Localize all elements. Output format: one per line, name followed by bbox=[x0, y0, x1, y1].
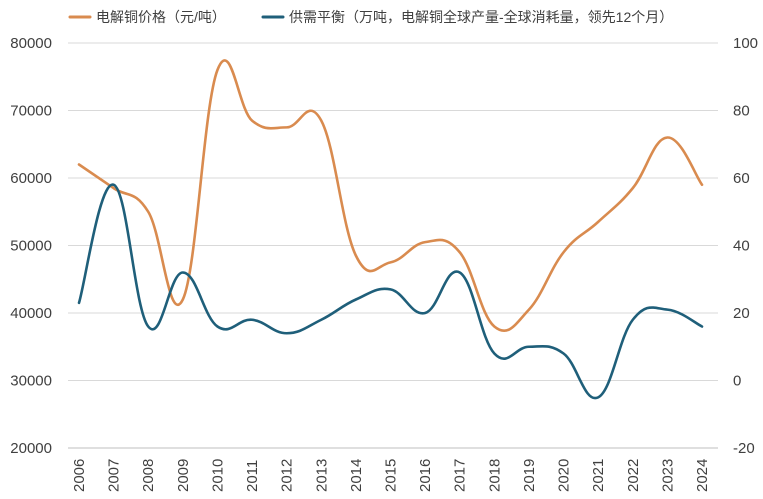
copper-price-point bbox=[355, 254, 357, 256]
copper-price-point bbox=[389, 261, 391, 263]
copper-price-point bbox=[528, 308, 530, 310]
copper-price-point bbox=[78, 163, 80, 165]
y-left-tick-label: 50000 bbox=[10, 238, 52, 255]
supply-demand-point bbox=[632, 319, 634, 321]
copper-price-point bbox=[666, 136, 668, 138]
x-tick-label: 2008 bbox=[140, 459, 157, 492]
supply-demand-point bbox=[182, 271, 184, 273]
supply-demand-point bbox=[78, 302, 80, 304]
copper-price-point bbox=[424, 241, 426, 243]
copper-price-point bbox=[459, 251, 461, 253]
copper-price-point bbox=[285, 126, 287, 128]
supply-demand-point bbox=[112, 184, 114, 186]
legend: 电解铜价格（元/吨） 供需平衡（万吨，电解铜全球产量-全球消耗量，领先12个月） bbox=[68, 9, 673, 25]
x-tick-label: 2020 bbox=[556, 459, 573, 492]
supply-demand-point bbox=[389, 288, 391, 290]
y-right-tick-label: -20 bbox=[733, 440, 755, 457]
copper-price-point bbox=[320, 119, 322, 121]
x-tick-label: 2022 bbox=[625, 459, 642, 492]
y-right-tick-label: 80 bbox=[733, 103, 750, 120]
supply-demand-point bbox=[666, 308, 668, 310]
copper-price-point bbox=[112, 187, 114, 189]
x-tick-label: 2009 bbox=[175, 459, 192, 492]
supply-demand-point bbox=[528, 346, 530, 348]
supply-demand-point bbox=[251, 319, 253, 321]
y-left-tick-label: 70000 bbox=[10, 103, 52, 120]
x-tick-label: 2018 bbox=[486, 459, 503, 492]
y-left-tick-label: 80000 bbox=[10, 35, 52, 52]
x-tick-label: 2006 bbox=[71, 459, 88, 492]
series-layer bbox=[77, 59, 704, 400]
legend-label: 供需平衡（万吨，电解铜全球产量-全球消耗量，领先12个月） bbox=[289, 9, 673, 25]
supply-demand-point bbox=[320, 319, 322, 321]
left-y-axis: 80000 70000 60000 50000 40000 30000 20000 bbox=[10, 35, 52, 457]
copper-price-point bbox=[701, 184, 703, 186]
copper-price-point bbox=[493, 325, 495, 327]
x-tick-label: 2014 bbox=[348, 459, 365, 492]
supply-demand-point bbox=[424, 312, 426, 314]
y-left-tick-label: 20000 bbox=[10, 440, 52, 457]
supply-demand-series-line bbox=[77, 183, 704, 400]
x-tick-label: 2021 bbox=[590, 459, 607, 492]
copper-price-point bbox=[182, 298, 184, 300]
supply-demand-point bbox=[562, 352, 564, 354]
supply-demand-point bbox=[459, 271, 461, 273]
x-axis: 2006 2007 2008 2009 2010 2011 2012 2013 2014 2015… bbox=[68, 447, 718, 492]
y-right-tick-label: 100 bbox=[733, 35, 758, 52]
copper-price-point bbox=[147, 211, 149, 213]
copper-price-point bbox=[216, 69, 218, 71]
copper-price-series-line bbox=[77, 59, 704, 333]
supply-demand-point bbox=[597, 396, 599, 398]
supply-demand-point bbox=[216, 325, 218, 327]
copper-price-point bbox=[251, 119, 253, 121]
x-tick-label: 2016 bbox=[417, 459, 434, 492]
x-tick-label: 2015 bbox=[383, 459, 400, 492]
right-y-axis: 100 80 60 40 20 0 -20 bbox=[733, 35, 758, 457]
y-left-tick-label: 60000 bbox=[10, 170, 52, 187]
supply-demand-point bbox=[147, 325, 149, 327]
y-left-tick-label: 30000 bbox=[10, 373, 52, 390]
copper-price-point bbox=[562, 251, 564, 253]
x-tick-label: 2017 bbox=[452, 459, 469, 492]
copper-price-point bbox=[632, 187, 634, 189]
y-right-tick-label: 20 bbox=[733, 305, 750, 322]
y-left-tick-label: 40000 bbox=[10, 305, 52, 322]
x-tick-label: 2007 bbox=[106, 459, 123, 492]
supply-demand-point bbox=[285, 332, 287, 334]
x-tick-label: 2012 bbox=[279, 459, 296, 492]
x-tick-label: 2023 bbox=[659, 459, 676, 492]
y-right-tick-label: 0 bbox=[733, 373, 741, 390]
x-tick-label: 2013 bbox=[313, 459, 330, 492]
grid-layer bbox=[68, 42, 718, 449]
supply-demand-point bbox=[701, 325, 703, 327]
copper-price-point bbox=[597, 221, 599, 223]
x-tick-label: 2024 bbox=[694, 459, 711, 492]
legend-label: 电解铜价格（元/吨） bbox=[96, 9, 226, 25]
y-right-tick-label: 40 bbox=[733, 238, 750, 255]
y-right-tick-label: 60 bbox=[733, 170, 750, 187]
x-tick-label: 2010 bbox=[209, 459, 226, 492]
supply-demand-point bbox=[355, 298, 357, 300]
x-tick-label: 2019 bbox=[521, 459, 538, 492]
supply-demand-point bbox=[493, 352, 495, 354]
x-tick-label: 2011 bbox=[244, 460, 261, 492]
